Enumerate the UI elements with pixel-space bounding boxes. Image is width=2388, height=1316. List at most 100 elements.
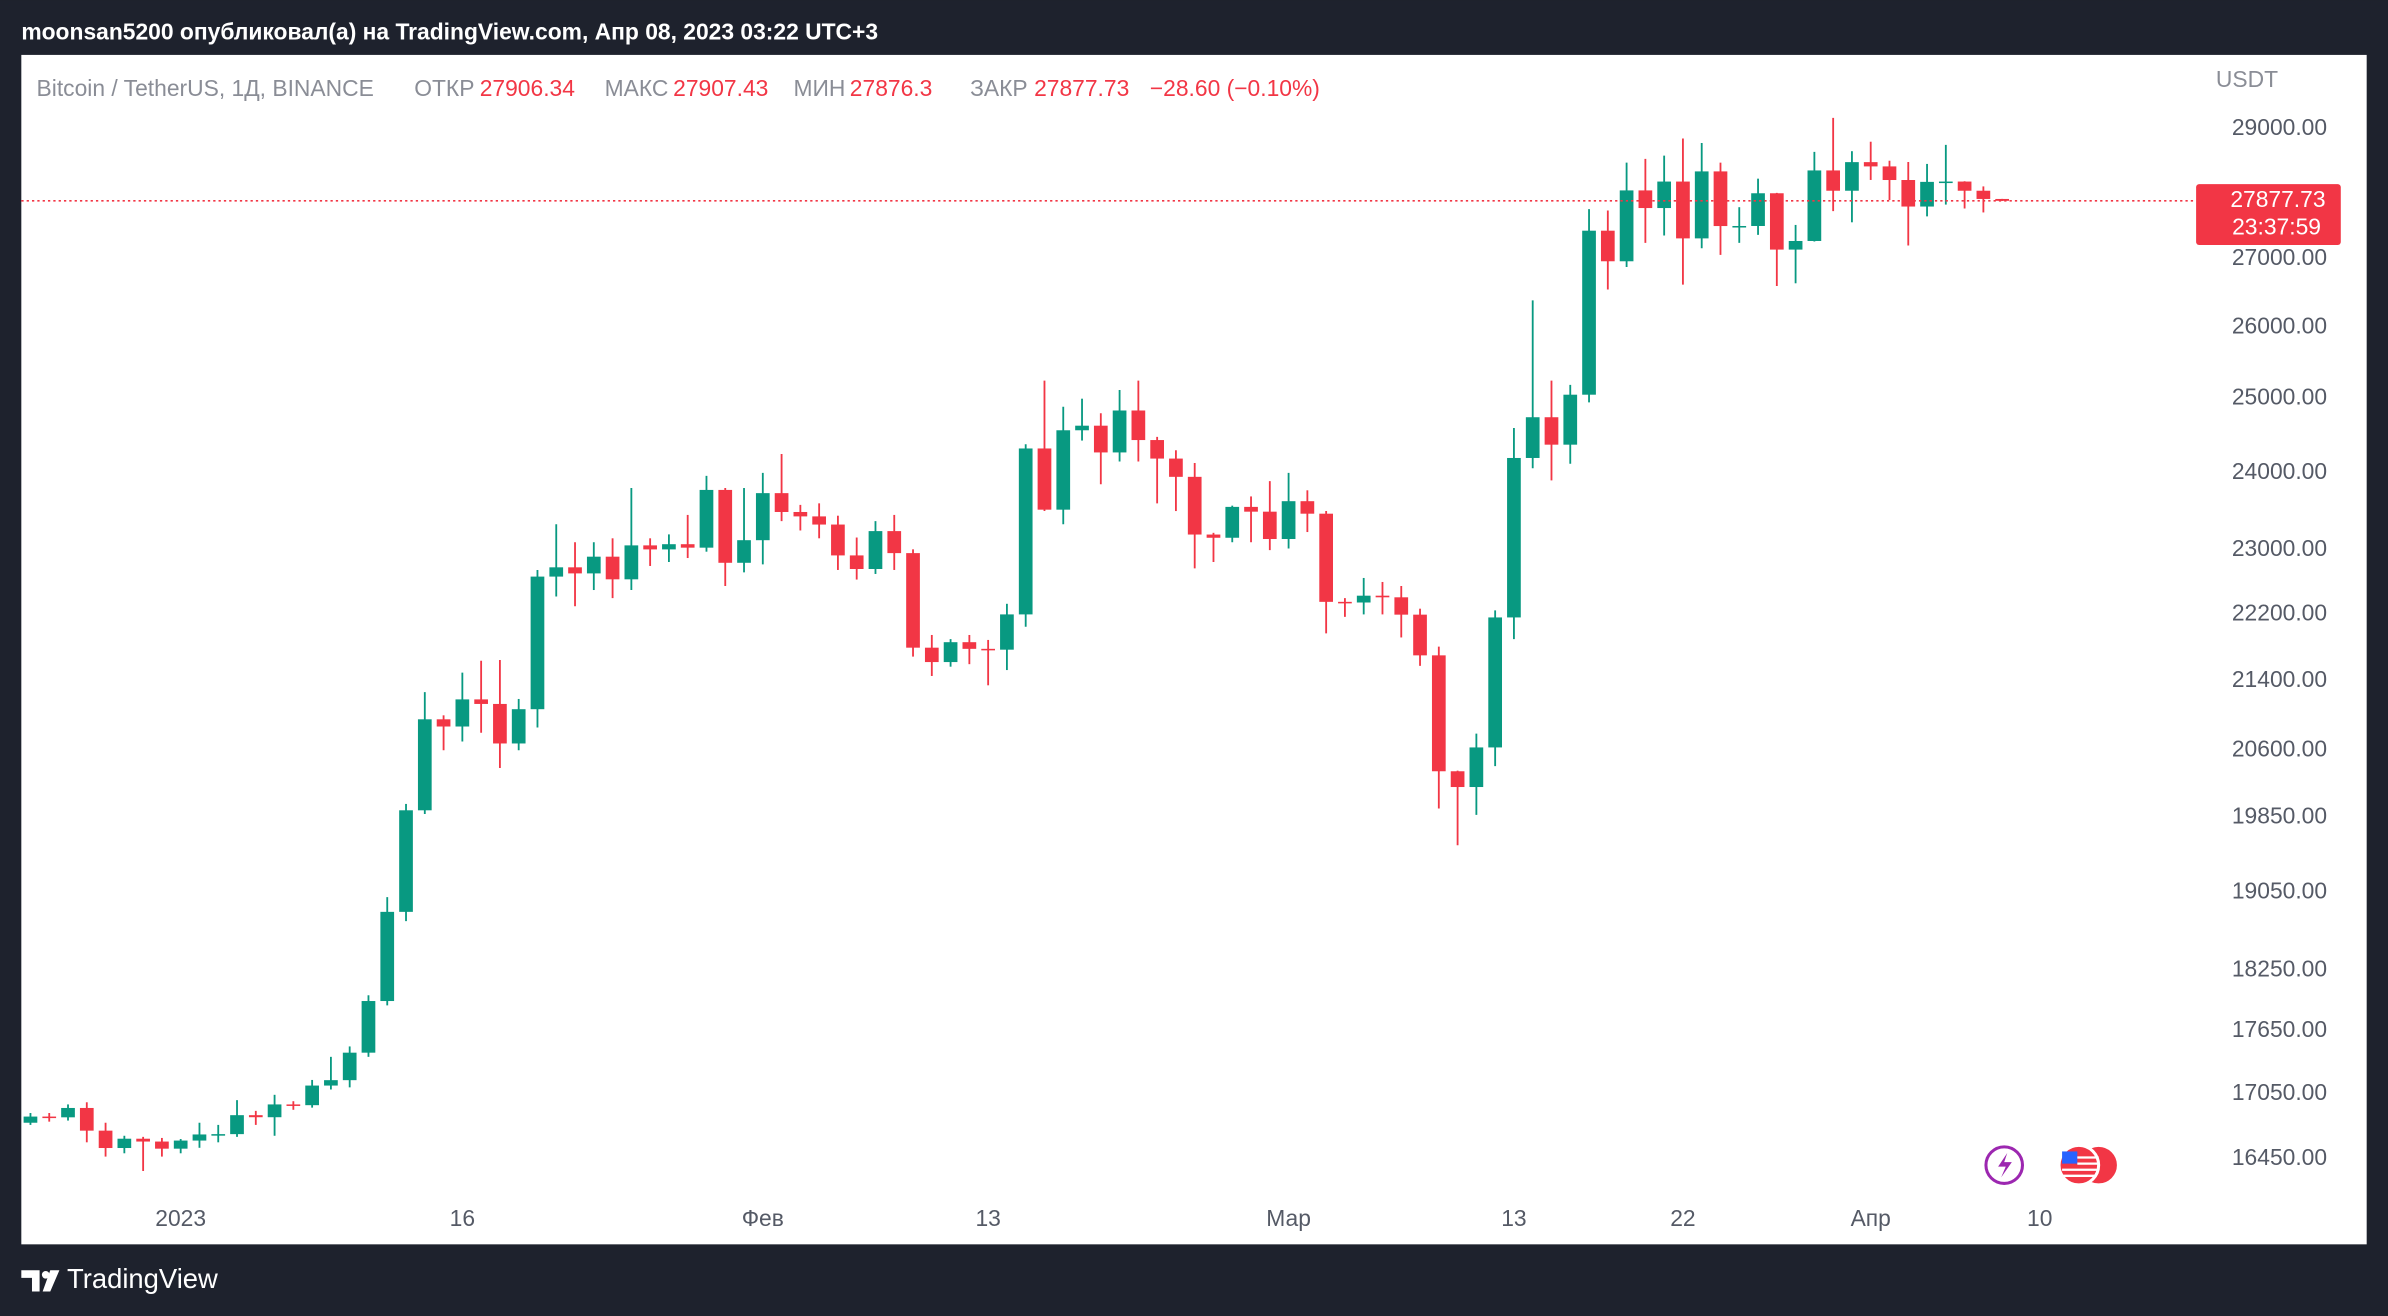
candle-body (699, 489, 714, 548)
candle-body (943, 642, 958, 663)
candle-body (1187, 476, 1202, 535)
candle-body (1000, 614, 1014, 650)
x-tick-label: 13 (1501, 1205, 1526, 1231)
candle-body (1938, 181, 1953, 184)
high-value: 27907.43 (673, 75, 768, 101)
y-tick-label: 26000.00 (2232, 312, 2327, 338)
candle-body (42, 1116, 57, 1119)
publisher-line: moonsan5200 опубликовал(а) на TradingVie… (21, 19, 878, 45)
low-value: 27876.3 (850, 75, 933, 101)
candle-body (1920, 181, 1934, 207)
candle-body (380, 911, 395, 1002)
candle-body (1807, 170, 1822, 241)
close-label: ЗАКР (970, 75, 1028, 101)
candle-body (1845, 162, 1859, 191)
candle-body (1093, 425, 1108, 453)
candle-body (1694, 171, 1709, 239)
y-tick-label: 21400.00 (2232, 666, 2327, 692)
candle-body (417, 719, 432, 811)
chart-panel (21, 54, 2367, 1245)
candle-body (474, 699, 488, 704)
candle-body (136, 1138, 150, 1142)
candle-body (1375, 595, 1390, 598)
y-tick-label: 16450.00 (2232, 1144, 2327, 1170)
low-label: МИН (793, 75, 845, 101)
y-tick-label: 18250.00 (2232, 955, 2327, 981)
y-tick-label: 29000.00 (2232, 114, 2327, 140)
candle-body (831, 524, 845, 556)
candle-body (192, 1134, 207, 1141)
candle-body (1751, 193, 1765, 226)
candle-body (324, 1080, 338, 1086)
candle-body (98, 1130, 113, 1149)
candle-body (23, 1116, 38, 1123)
candle-body (849, 555, 864, 570)
candle-body (1244, 506, 1258, 512)
candle-body (1957, 181, 1972, 191)
candle-body (1075, 425, 1089, 431)
y-tick-label: 22200.00 (2232, 599, 2327, 625)
candle-body (1507, 457, 1521, 618)
candle-body (1657, 181, 1672, 209)
candle-body (1394, 597, 1409, 615)
candle-body (1319, 513, 1334, 602)
candle-body (173, 1140, 188, 1149)
candle-body (1281, 501, 1296, 540)
candle-body (286, 1104, 301, 1106)
open-label: ОТКР (414, 75, 474, 101)
candle-body (1431, 655, 1446, 772)
candle-body (1450, 771, 1465, 788)
candle-body (1150, 440, 1164, 459)
candle-body (455, 699, 470, 727)
candle-body (1112, 410, 1127, 453)
x-tick-label: 2023 (155, 1205, 206, 1231)
candle-body (511, 709, 526, 744)
candle-body (230, 1115, 244, 1135)
event-icon[interactable] (1984, 1145, 2025, 1185)
candle-body (1769, 193, 1784, 250)
candle-body (436, 719, 451, 727)
candle-body (793, 511, 808, 517)
candle-body (117, 1138, 132, 1149)
brand-name: TradingView (67, 1263, 218, 1294)
candle-body (1901, 180, 1916, 207)
y-tick-label: 17650.00 (2232, 1016, 2327, 1042)
x-tick-label: 10 (2027, 1205, 2052, 1231)
candle-body (211, 1134, 226, 1136)
candle-body (1225, 506, 1240, 538)
candle-body (1676, 181, 1690, 239)
candle-body (1018, 448, 1033, 615)
brand-logo (21, 1270, 60, 1292)
y-tick-label: 17050.00 (2232, 1079, 2327, 1105)
candle-body (1788, 240, 1803, 250)
candle-body (361, 1001, 376, 1053)
symbol-title: Bitcoin / TetherUS, 1Д, BINANCE (37, 75, 374, 101)
change-value: −28.60 (−0.10%) (1150, 75, 1320, 101)
candle-body (662, 544, 676, 550)
flag-icon[interactable] (2057, 1143, 2101, 1187)
candle-body (493, 703, 507, 744)
candle-body (1469, 747, 1484, 788)
candle-body (962, 642, 977, 649)
y-unit: USDT (2216, 66, 2278, 92)
candle-body (342, 1052, 357, 1081)
candle-body (1976, 190, 1991, 199)
candle-body (643, 545, 657, 550)
candle-body (906, 553, 920, 648)
candle-body (1356, 595, 1371, 603)
candle-body (549, 567, 564, 577)
candle-body (1338, 601, 1352, 604)
x-tick-label: Фев (742, 1205, 784, 1231)
candle-body (718, 489, 733, 563)
candle-body (1713, 171, 1728, 227)
last-price-badge (2196, 184, 2341, 245)
candle-body (624, 545, 639, 580)
candle-body (774, 493, 789, 512)
candle-body (1131, 410, 1146, 441)
candle-body (1863, 162, 1878, 167)
candle-body (248, 1115, 263, 1118)
candle-body (1882, 166, 1897, 181)
y-tick-label: 23000.00 (2232, 535, 2327, 561)
